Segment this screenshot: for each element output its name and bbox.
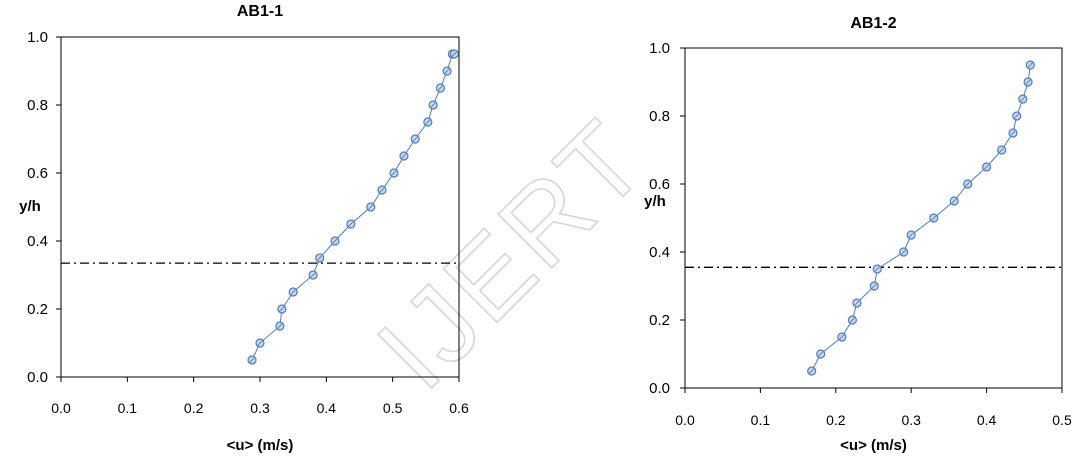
data-point-hatch — [391, 170, 397, 176]
data-point-hatch — [310, 272, 316, 278]
data-point-hatch — [249, 357, 255, 363]
y-axis-title: y/h — [19, 198, 41, 215]
data-point-hatch — [412, 136, 418, 142]
x-tick-label: 0.0 — [675, 412, 695, 428]
data-point-hatch — [425, 119, 431, 125]
watermark-layer: IJERT — [354, 95, 671, 412]
y-tick-label: 1.0 — [649, 40, 670, 57]
data-point-hatch — [999, 147, 1005, 153]
data-point-hatch — [908, 232, 914, 238]
y-tick-label: 0.4 — [649, 244, 670, 261]
data-point-hatch — [368, 204, 374, 210]
y-tick-label: 0.8 — [649, 108, 670, 125]
data-point-hatch — [437, 85, 444, 91]
series-line — [811, 64, 1031, 372]
y-axis-title: y/h — [644, 193, 666, 210]
chart-ab1-2: AB1-2 0.0 0.2 0.4 0.6 0.8 1.0 0.0 0.1 0.2 0.3 0.4 0.… — [644, 15, 1072, 454]
data-point-hatch — [1025, 79, 1031, 85]
x-axis-title: <u> (m/s) — [840, 437, 907, 454]
data-point-hatch — [983, 164, 990, 170]
data-point-hatch — [401, 153, 407, 159]
x-tick-label: 0.6 — [449, 400, 469, 416]
y-tick-label: 0.0 — [27, 369, 48, 386]
data-point-hatch — [1027, 62, 1033, 68]
data-point-hatch — [348, 221, 354, 227]
x-tick-label: 0.3 — [901, 412, 921, 428]
data-point-hatch — [317, 255, 323, 261]
data-point-hatch — [1010, 130, 1016, 136]
x-tick-label: 0.1 — [751, 412, 771, 428]
y-tick-label: 1.0 — [27, 29, 48, 46]
data-point-hatch — [809, 368, 815, 374]
data-point-hatch — [874, 266, 880, 272]
data-point-hatch — [279, 306, 285, 312]
x-axis-title: <u> (m/s) — [227, 437, 294, 454]
data-point-hatch — [849, 317, 856, 323]
chart-ab1-1: AB1-1 0.0 0.2 0.4 0.6 0.8 1.0 0.0 0.1 0.2 0.3 0.4 0.… — [19, 3, 469, 454]
x-tick-label: 0.4 — [317, 400, 337, 416]
data-point-hatch — [1020, 96, 1026, 102]
y-tick-label: 0.0 — [649, 380, 670, 397]
y-tick-label: 0.6 — [649, 176, 670, 193]
data-point-hatch — [901, 249, 907, 255]
x-tick-label: 0.4 — [977, 412, 997, 428]
data-point-hatch — [839, 334, 845, 340]
x-tick-label: 0.5 — [383, 400, 403, 416]
x-tick-label: 0.5 — [1052, 412, 1072, 428]
data-point-hatch — [818, 351, 824, 357]
x-tick-label: 0.3 — [250, 400, 270, 416]
y-tick-label: 0.4 — [27, 233, 48, 250]
x-tick-label: 0.2 — [826, 412, 846, 428]
data-point-hatch — [1014, 113, 1020, 119]
data-point-hatch — [444, 68, 450, 74]
y-tick-label: 0.6 — [27, 165, 48, 182]
y-tick-label: 0.2 — [649, 312, 670, 329]
data-point-hatch — [332, 238, 338, 244]
x-tick-label: 0.0 — [51, 400, 71, 416]
data-point-hatch — [257, 340, 263, 346]
y-tick-label: 0.2 — [27, 301, 48, 318]
data-point-hatch — [951, 198, 957, 204]
data-point-hatch — [965, 181, 971, 187]
x-tick-label: 0.1 — [118, 400, 138, 416]
plot-area-border — [684, 47, 1063, 389]
data-point-hatch — [871, 283, 877, 289]
data-point-hatch — [277, 323, 283, 329]
x-tick-label: 0.2 — [184, 400, 204, 416]
chart-title: AB1-1 — [237, 3, 283, 20]
chart-title: AB1-2 — [850, 15, 896, 32]
data-point-hatch — [854, 300, 860, 306]
data-point-hatch — [379, 187, 385, 193]
data-point-hatch — [451, 51, 457, 57]
data-point-hatch — [430, 102, 436, 108]
y-tick-label: 0.8 — [27, 97, 48, 114]
data-point-hatch — [931, 215, 937, 221]
data-point-hatch — [290, 289, 296, 295]
watermark-text: IJERT — [355, 96, 671, 412]
